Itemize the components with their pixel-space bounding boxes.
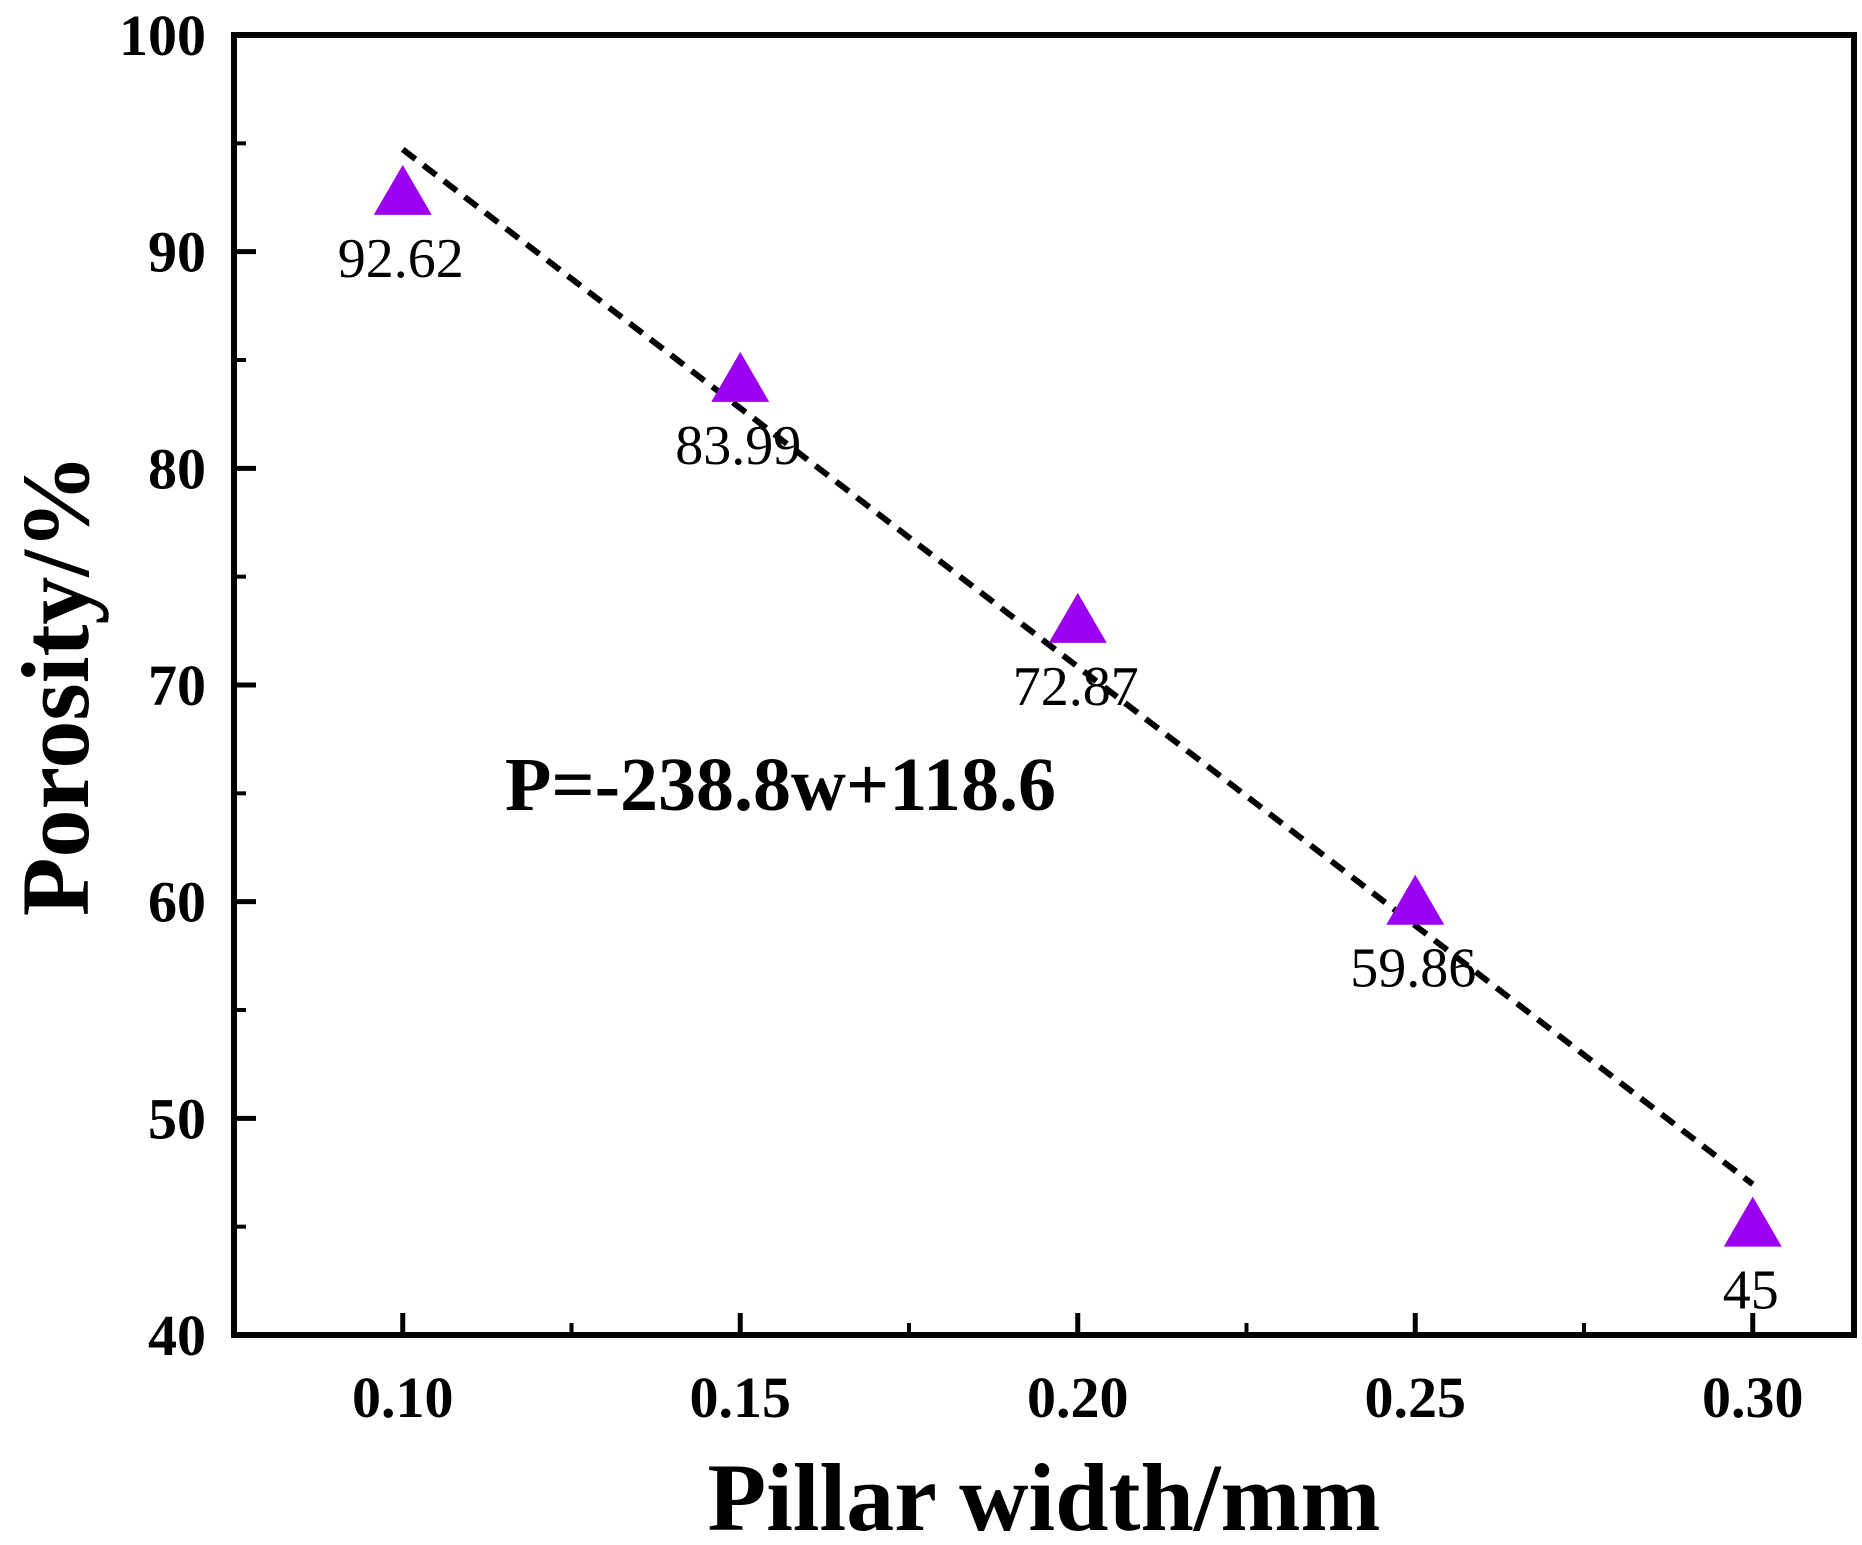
x-tick-label: 0.25	[1365, 1365, 1467, 1430]
x-tick-label: 0.30	[1702, 1365, 1804, 1430]
triangle-marker	[1723, 1196, 1782, 1247]
fit-equation: P=-238.8w+118.6	[505, 743, 1056, 827]
triangle-marker	[1386, 874, 1445, 925]
data-markers	[373, 164, 1782, 1247]
y-tick-label: 60	[148, 870, 206, 935]
triangle-marker	[373, 164, 432, 215]
data-label: 59.86	[1350, 938, 1476, 1000]
data-labels: 92.62 83.99 72.87 59.86 45	[338, 228, 1779, 1322]
axis-ticks	[232, 32, 1756, 1338]
x-tick-label: 0.15	[690, 1365, 792, 1430]
x-tick-label: 0.20	[1027, 1365, 1129, 1430]
y-tick-label: 90	[148, 220, 206, 285]
fit-line	[400, 147, 1755, 1187]
y-axis-title: Porosity/%	[2, 454, 109, 916]
data-label: 83.99	[675, 415, 801, 477]
y-tick-label: 100	[119, 3, 206, 68]
triangle-marker	[711, 351, 770, 402]
y-tick-label: 80	[148, 436, 206, 501]
y-tick-label: 50	[148, 1086, 206, 1151]
x-axis-title: Pillar width/mm	[708, 1444, 1381, 1545]
y-tick-label: 40	[148, 1303, 206, 1368]
triangle-marker	[1048, 592, 1107, 643]
data-label: 45	[1723, 1260, 1779, 1322]
data-label: 92.62	[338, 228, 464, 290]
tick-labels: 0.10 0.15 0.20 0.25 0.30 40 50 60 70 80 90 100	[119, 3, 1804, 1430]
data-label: 72.87	[1013, 656, 1139, 718]
x-tick-label: 0.10	[352, 1365, 454, 1430]
y-tick-label: 70	[148, 653, 206, 718]
